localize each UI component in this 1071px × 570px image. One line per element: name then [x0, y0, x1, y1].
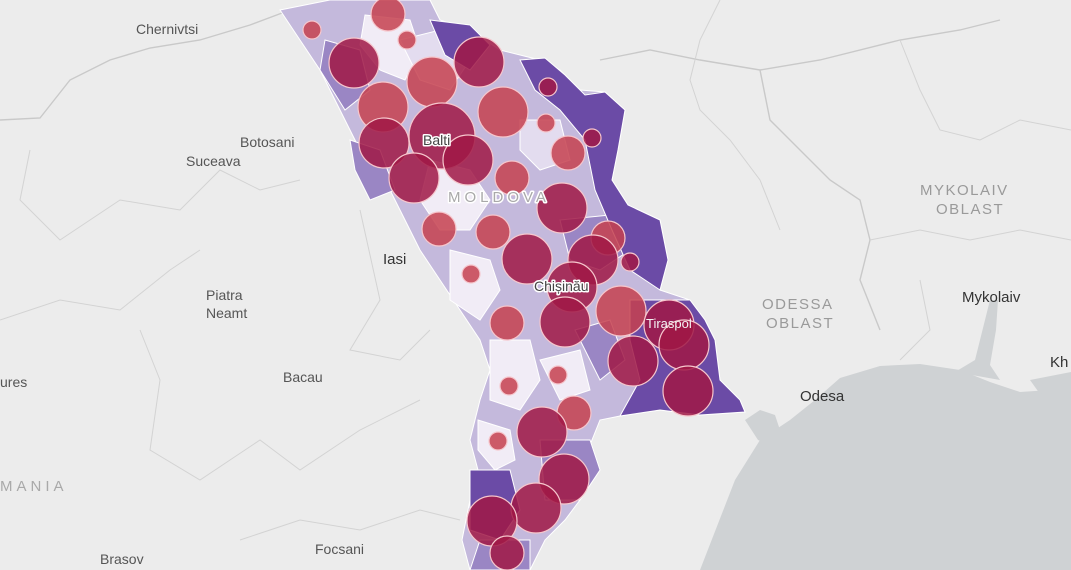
city-label-chernivtsi: Chernivtsi — [136, 21, 198, 37]
border-line — [349, 209, 431, 361]
city-label-chisinau: Chișinău — [534, 278, 588, 294]
case-bubble[interactable] — [461, 264, 481, 284]
city-label-brasov: Brasov — [100, 551, 144, 567]
case-bubble[interactable] — [477, 86, 529, 138]
city-label-partial-kh: Kh — [1050, 354, 1068, 371]
case-bubble[interactable] — [397, 30, 417, 50]
border-line — [899, 39, 1071, 141]
country-label-moldova: MOLDOVA — [448, 189, 550, 206]
case-bubble[interactable] — [516, 406, 568, 458]
case-bubble[interactable] — [510, 482, 562, 534]
border-line — [19, 149, 301, 241]
case-bubble[interactable] — [550, 135, 586, 171]
case-bubble[interactable] — [620, 252, 640, 272]
city-label-mykolaiv: Mykolaiv — [962, 289, 1021, 306]
city-label-neamt: Neamt — [206, 305, 247, 321]
case-bubble[interactable] — [582, 128, 602, 148]
city-label-bacau: Bacau — [283, 369, 323, 385]
border-line — [139, 329, 421, 481]
border-line — [899, 279, 931, 361]
border-line — [759, 69, 881, 331]
city-label-odesa: Odesa — [800, 388, 845, 405]
case-bubbles[interactable] — [302, 0, 647, 451]
case-bubble[interactable] — [453, 36, 505, 88]
black-sea — [700, 364, 1071, 570]
case-bubble[interactable] — [489, 305, 525, 341]
case-bubble[interactable] — [538, 77, 558, 97]
case-bubble[interactable] — [548, 365, 568, 385]
case-bubble[interactable] — [442, 134, 494, 186]
case-bubble[interactable] — [388, 152, 440, 204]
border-line — [869, 229, 1071, 241]
city-label-botosani: Botosani — [240, 134, 294, 150]
case-bubble[interactable] — [421, 211, 457, 247]
case-bubble[interactable] — [328, 37, 380, 89]
case-bubble[interactable] — [406, 56, 458, 108]
city-label-focsani: Focsani — [315, 541, 364, 557]
city-label-tiraspol: Tiraspol — [646, 316, 692, 331]
case-bubble[interactable] — [607, 335, 659, 387]
dniester-estuary — [745, 410, 780, 445]
country-label-romania: MANIA — [0, 478, 68, 495]
region-label-mykolaiv-oblast-2: OBLAST — [936, 201, 1004, 218]
bug-estuary — [955, 300, 1000, 380]
case-bubble[interactable] — [494, 160, 530, 196]
region-label-odessa-oblast-2: OBLAST — [766, 315, 834, 332]
case-bubble[interactable] — [370, 0, 406, 32]
border-line — [689, 0, 781, 231]
city-label-piatra: Piatra — [206, 287, 243, 303]
city-label-balti: Balti — [423, 132, 450, 148]
case-bubble[interactable] — [358, 117, 410, 169]
city-label-suceava: Suceava — [186, 153, 241, 169]
case-bubble[interactable] — [488, 431, 508, 451]
case-bubble[interactable] — [489, 535, 525, 570]
border-line — [0, 249, 201, 321]
case-bubbles-high[interactable] — [328, 36, 714, 570]
case-bubble[interactable] — [501, 233, 553, 285]
border-line — [239, 509, 461, 541]
case-bubble[interactable] — [662, 365, 714, 417]
case-bubble[interactable] — [475, 214, 511, 250]
lagoon — [1030, 372, 1071, 394]
case-bubble[interactable] — [595, 285, 647, 337]
city-label-partial: ures — [0, 374, 27, 390]
case-bubble[interactable] — [499, 376, 519, 396]
case-bubble[interactable] — [536, 182, 588, 234]
border-line — [0, 9, 291, 121]
city-label-iasi: Iasi — [383, 251, 406, 268]
case-bubble[interactable] — [536, 113, 556, 133]
region-label-odessa-oblast: ODESSA — [762, 296, 834, 313]
case-bubble[interactable] — [539, 296, 591, 348]
case-bubble[interactable] — [302, 20, 322, 40]
border-line — [599, 19, 1001, 71]
region-label-mykolaiv-oblast: MYKOLAIV — [920, 182, 1009, 199]
